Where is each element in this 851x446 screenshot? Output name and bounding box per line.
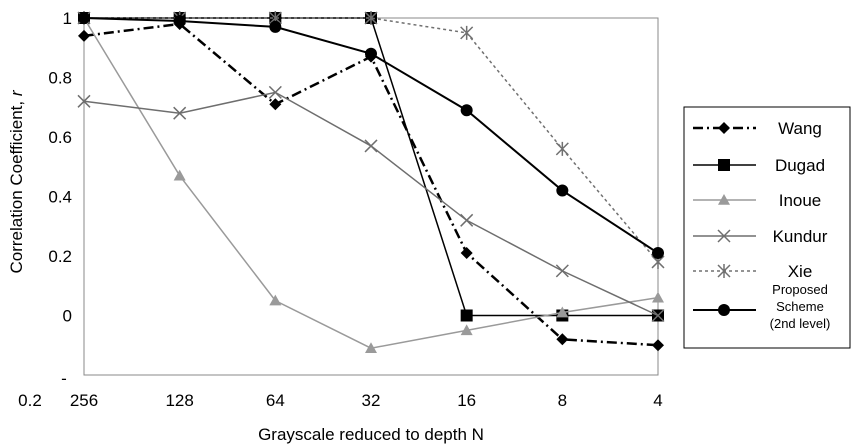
data-point — [173, 14, 186, 27]
x-tick-label: 64 — [266, 391, 285, 410]
series-circle — [78, 12, 664, 260]
data-point — [651, 308, 665, 323]
data-point — [460, 247, 473, 260]
legend-swatch-marker — [717, 264, 731, 278]
data-point — [365, 342, 377, 354]
legend-label: Dugad — [775, 156, 825, 175]
legend-label: Proposed Scheme (2nd level) — [770, 282, 831, 331]
data-point — [555, 141, 569, 156]
x-tick-label: 8 — [558, 391, 567, 410]
data-point — [460, 309, 473, 322]
series-x — [77, 85, 665, 323]
legend-swatch-marker — [717, 229, 731, 243]
series-layer — [77, 11, 665, 354]
data-point — [78, 29, 90, 42]
data-point — [364, 11, 378, 25]
data-point — [652, 291, 664, 303]
data-point — [269, 20, 282, 33]
x-axis-title: Grayscale reduced to depth N — [258, 425, 484, 444]
y-tick-label-min-dash: - — [61, 369, 67, 388]
data-point — [77, 94, 91, 108]
data-point — [364, 139, 378, 153]
x-tick-label: 256 — [70, 391, 98, 410]
x-tick-label: 16 — [457, 391, 476, 410]
data-point — [173, 106, 187, 120]
data-point — [555, 264, 569, 278]
data-point — [78, 12, 90, 24]
data-point — [269, 294, 282, 306]
legend-label: Xie — [788, 262, 813, 281]
data-point — [460, 213, 474, 227]
data-point — [269, 98, 282, 111]
data-point — [556, 306, 569, 318]
y-tick-label: 0.6 — [48, 128, 72, 147]
x-tick-label: 32 — [362, 391, 381, 410]
y-tick-label: 0.4 — [48, 188, 72, 207]
legend-label: Kundur — [773, 227, 828, 246]
data-point — [556, 333, 569, 346]
legend-label: Inoue — [779, 191, 822, 210]
tick-layer: 256 128 64 32 16 8 4 1 0.8 0.6 0.4 0.2 0 — [48, 9, 662, 410]
data-point — [173, 169, 186, 181]
y-axis-title: Correlation Coefficient, r — [7, 89, 26, 273]
y-tick-label-min-value: 0.2 — [18, 391, 42, 410]
y-tick-label: 1 — [63, 9, 72, 28]
legend-swatch-marker — [718, 122, 730, 134]
data-point — [460, 104, 473, 117]
legend-label: Wang — [778, 119, 822, 138]
x-tick-label: 128 — [165, 391, 193, 410]
legend-swatch-marker — [718, 194, 730, 205]
data-point — [460, 324, 473, 336]
legend-box — [683, 106, 851, 349]
y-axis-title-var: r — [7, 89, 26, 96]
y-tick-label: 0.2 — [48, 247, 72, 266]
legend-swatch-marker — [718, 304, 730, 316]
y-axis-title-main: Correlation Coefficient, — [7, 96, 26, 273]
y-tick-label: 0.8 — [48, 69, 72, 88]
data-point — [268, 85, 282, 99]
data-point — [365, 47, 377, 60]
legend-swatch-marker — [718, 159, 730, 171]
y-tick-label: 0 — [63, 307, 72, 326]
data-point — [652, 339, 664, 352]
data-point — [652, 247, 664, 260]
data-point — [556, 184, 569, 197]
data-point — [460, 25, 474, 40]
x-tick-label: 4 — [653, 391, 662, 410]
